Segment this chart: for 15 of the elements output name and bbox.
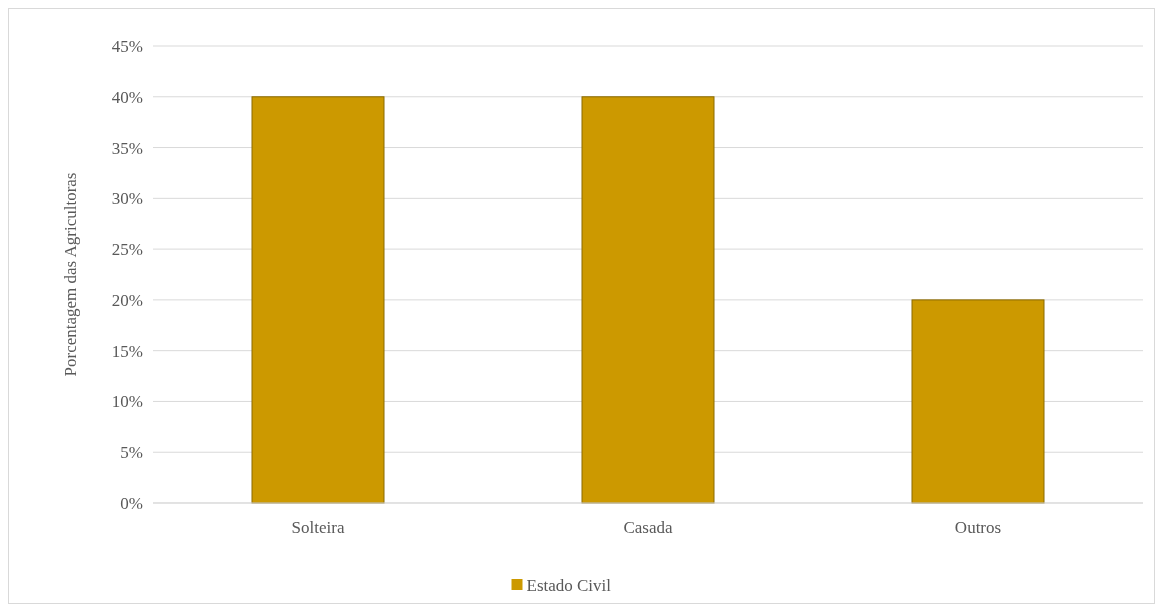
y-tick-label: 20% [111, 290, 143, 310]
y-tick-label: 15% [111, 341, 143, 361]
y-tick-label: 40% [111, 87, 143, 107]
y-axis-title: Porcentagem das Agricultoras [61, 172, 80, 377]
y-tick-label: 30% [111, 189, 143, 209]
y-tick-label: 0% [120, 493, 143, 513]
legend-label: Estado Civil [526, 575, 612, 595]
x-tick-label: Outros [954, 518, 1002, 537]
x-tick-label: Casada [623, 518, 673, 537]
y-tick-label: 35% [111, 138, 143, 158]
y-tick-label: 25% [111, 240, 143, 260]
y-tick-label: 5% [120, 443, 143, 463]
x-tick-label: Solteira [291, 518, 345, 537]
y-tick-label: 10% [111, 392, 143, 412]
y-tick-label: 45% [111, 36, 143, 56]
